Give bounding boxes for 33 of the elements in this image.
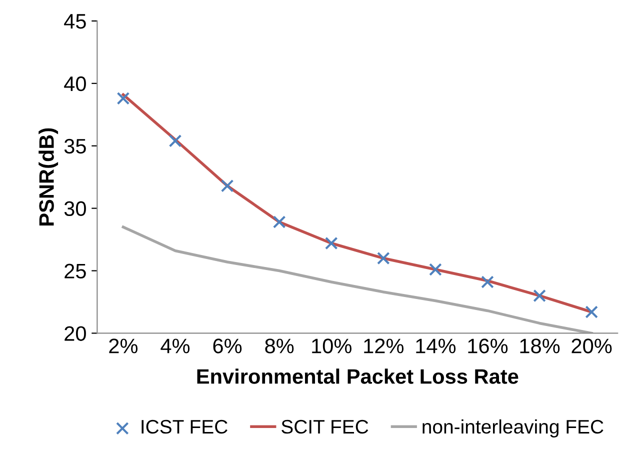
y-tick-label: 30 [64,201,86,216]
x-tick-label: 20% [572,338,612,354]
x-tick-label: 10% [312,338,352,354]
point [376,252,390,265]
y-tick-label: 25 [64,264,86,278]
point [116,92,130,105]
line-series [122,93,593,314]
point [533,289,546,302]
y-tick-label: 40 [64,76,86,92]
point [220,179,234,192]
x-tick-label: 16% [468,338,508,354]
y-axis-title: PSNR(dB) [38,128,58,226]
point [168,134,182,148]
x-tick-label: 2% [109,338,138,354]
y-tick-label: 35 [64,138,86,154]
point [585,306,598,318]
x-tick-label: 18% [520,338,560,354]
x-tick-label: 12% [364,338,404,354]
legend-label: ICST FEC [142,420,228,434]
point [324,236,338,250]
x-tick-label: 6% [213,338,242,354]
x-tick-label: 8% [265,338,294,354]
y-tick-label: 45 [64,14,86,29]
legend-label: non-interleaving FEC [422,419,604,438]
point [272,216,286,228]
x-tick-label: 4% [160,338,190,354]
x-axis-title: Environmental Packet Loss Rate [197,368,518,384]
point [429,263,442,276]
y-tick-label: 20 [64,326,86,341]
point [481,276,494,288]
legend-label: SCIT FEC [282,420,368,434]
x-tick-label: 14% [416,338,456,354]
line-series [122,226,593,334]
